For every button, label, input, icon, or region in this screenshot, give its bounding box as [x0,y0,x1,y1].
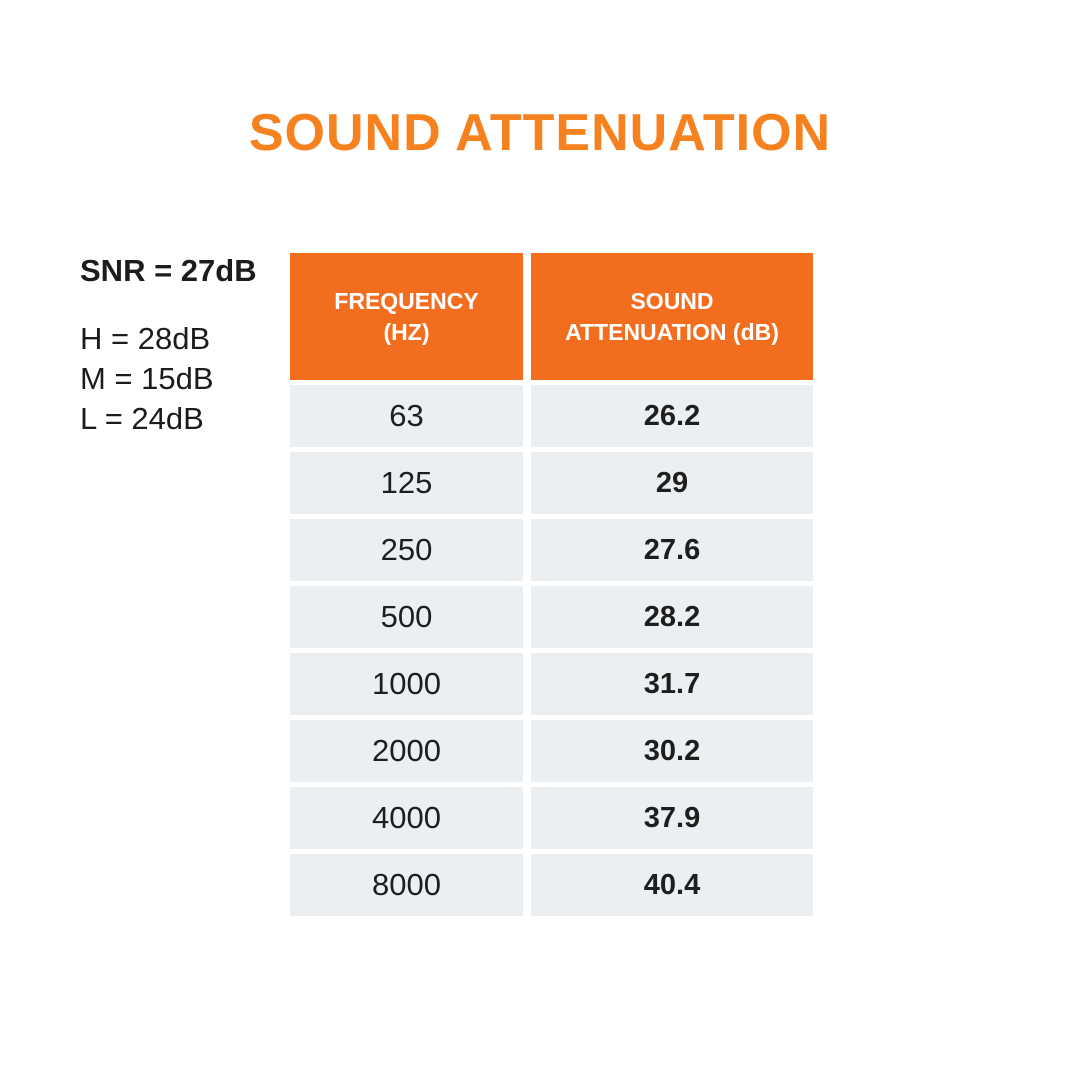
attenuation-column-header: SOUND ATTENUATION (dB) [531,253,813,380]
attenuation-cell: 26.2 [531,385,813,447]
frequency-cell: 125 [290,452,523,514]
h-value: H = 28dB [80,321,211,356]
table-row: 125 29 [290,452,813,514]
frequency-cell: 2000 [290,720,523,782]
page-title: SOUND ATTENUATION [248,104,832,162]
table-row: 63 26.2 [290,385,813,447]
table-row: 250 27.6 [290,519,813,581]
frequency-column-header: FREQUENCY (HZ) [290,253,523,380]
table-row: 4000 37.9 [290,787,813,849]
frequency-cell: 250 [290,519,523,581]
attenuation-cell: 37.9 [531,787,813,849]
attenuation-cell: 27.6 [531,519,813,581]
frequency-cell: 63 [290,385,523,447]
frequency-cell: 8000 [290,854,523,916]
attenuation-cell: 40.4 [531,854,813,916]
table-row: 8000 40.4 [290,854,813,916]
snr-summary-panel: SNR = 27dB H = 28dB M = 15dB L = 24dB [80,253,257,439]
table-row: 500 28.2 [290,586,813,648]
l-value: L = 24dB [80,401,204,436]
table-header-row: FREQUENCY (HZ) SOUND ATTENUATION (dB) [290,253,813,380]
attenuation-cell: 31.7 [531,653,813,715]
attenuation-table: FREQUENCY (HZ) SOUND ATTENUATION (dB) 63… [290,253,813,916]
frequency-cell: 500 [290,586,523,648]
snr-value: SNR = 27dB [80,253,257,288]
table-row: 2000 30.2 [290,720,813,782]
m-value: M = 15dB [80,361,214,396]
table-row: 1000 31.7 [290,653,813,715]
frequency-cell: 4000 [290,787,523,849]
attenuation-cell: 29 [531,452,813,514]
frequency-cell: 1000 [290,653,523,715]
attenuation-cell: 28.2 [531,586,813,648]
attenuation-cell: 30.2 [531,720,813,782]
